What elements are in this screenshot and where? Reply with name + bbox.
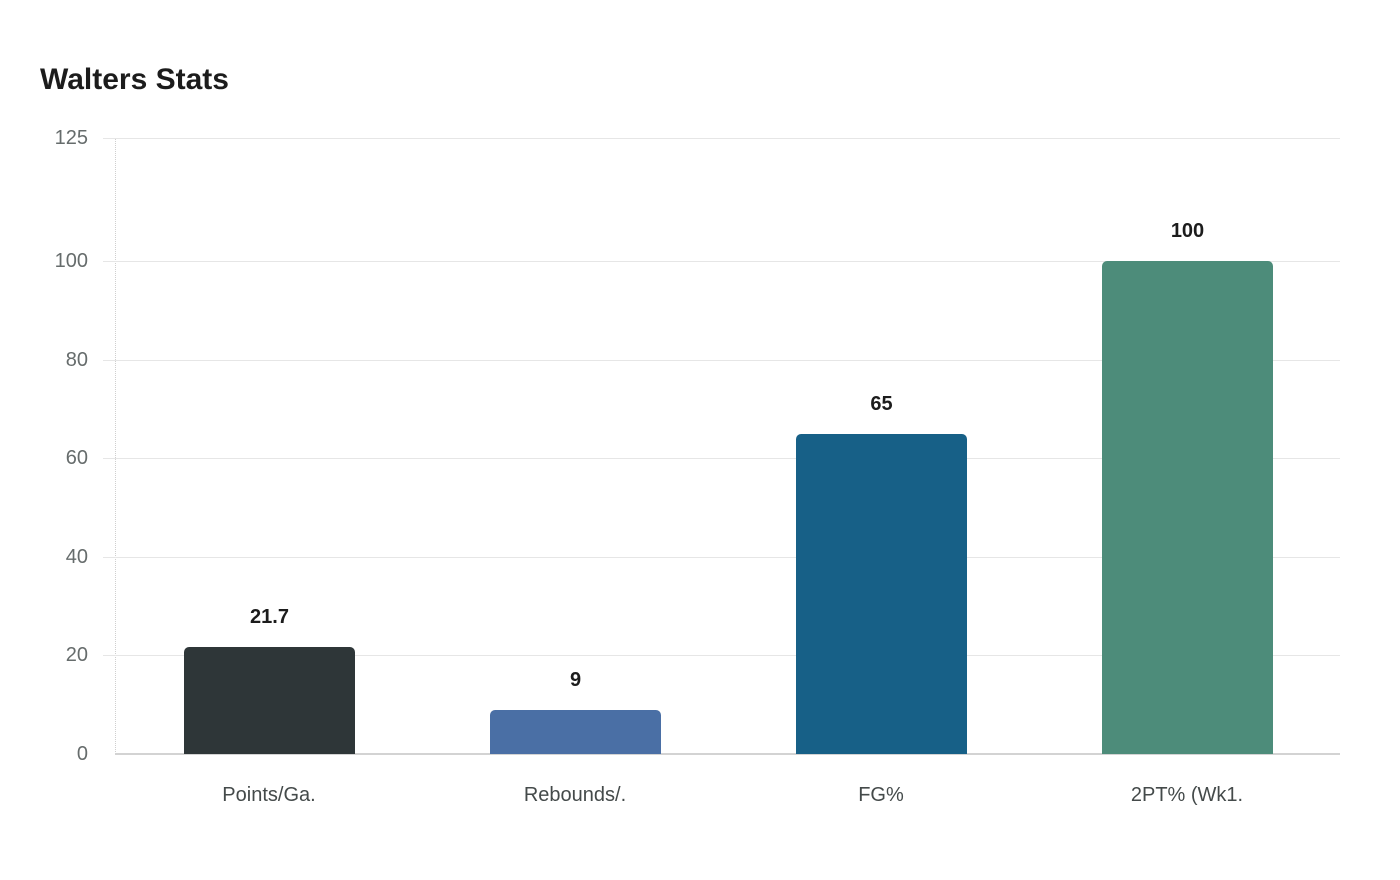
x-tick-label: 2PT% (Wk1.: [1130, 784, 1244, 806]
gridline: [103, 261, 1340, 262]
bar[interactable]: [1102, 261, 1273, 754]
gridline: [103, 458, 1340, 459]
y-tick-label: 40: [65, 546, 88, 568]
bar[interactable]: [184, 647, 355, 754]
y-tick-label: 125: [54, 127, 88, 149]
y-tick-label: 100: [54, 250, 88, 272]
bar[interactable]: [490, 710, 661, 754]
gridline: [103, 138, 1340, 139]
bar-value-label: 9: [569, 669, 582, 691]
y-axis-line: [115, 138, 116, 754]
bar-value-label: 21.7: [250, 606, 289, 628]
y-tick-label: 0: [76, 743, 88, 765]
bar[interactable]: [796, 434, 967, 754]
x-axis-line: [115, 753, 1340, 755]
bar-value-label: 100: [1170, 220, 1205, 242]
y-tick-label: 20: [65, 644, 88, 666]
chart-title: Walters Stats: [40, 63, 229, 96]
y-tick-label: 80: [65, 349, 88, 371]
gridline: [103, 655, 1340, 656]
y-tick-label: 60: [65, 447, 88, 469]
x-tick-label: Points/Ga.: [222, 784, 316, 806]
x-tick-label: FG%: [858, 784, 904, 806]
bar-value-label: 65: [870, 393, 893, 415]
gridline: [103, 360, 1340, 361]
x-tick-label: Rebounds/.: [523, 784, 627, 806]
gridline: [103, 557, 1340, 558]
